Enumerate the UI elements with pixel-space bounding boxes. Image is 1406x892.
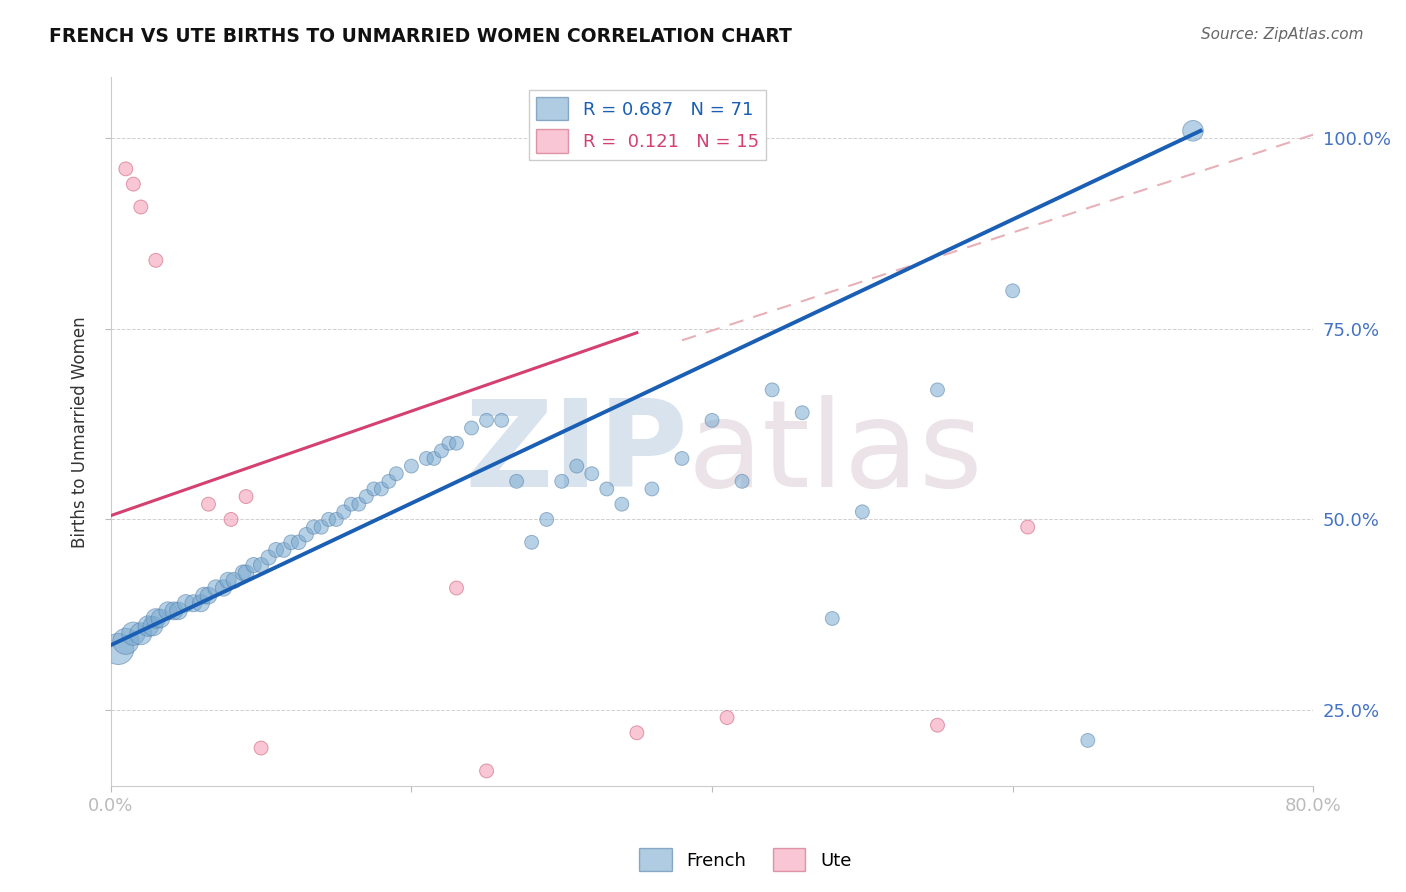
Point	[205, 581, 228, 595]
Point	[363, 482, 385, 496]
Point	[149, 611, 172, 625]
Point	[197, 589, 219, 603]
Point	[475, 413, 498, 427]
Point	[536, 512, 558, 526]
Point	[142, 619, 165, 633]
Point	[356, 490, 378, 504]
Point	[596, 482, 619, 496]
Point	[505, 475, 527, 489]
Point	[235, 490, 257, 504]
Point	[122, 626, 145, 640]
Point	[309, 520, 332, 534]
Point	[193, 589, 215, 603]
Point	[250, 558, 273, 573]
Point	[610, 497, 633, 511]
Point	[520, 535, 543, 549]
Point	[700, 413, 723, 427]
Point	[174, 596, 197, 610]
Point	[491, 413, 513, 427]
Point	[340, 497, 363, 511]
Point	[385, 467, 408, 481]
Text: Source: ZipAtlas.com: Source: ZipAtlas.com	[1201, 27, 1364, 42]
Point	[430, 443, 453, 458]
Point	[129, 200, 152, 214]
Point	[318, 512, 340, 526]
Point	[273, 542, 295, 557]
Point	[257, 550, 280, 565]
Point	[145, 253, 167, 268]
Point	[415, 451, 437, 466]
Point	[232, 566, 254, 580]
Point	[183, 596, 205, 610]
Text: FRENCH VS UTE BIRTHS TO UNMARRIED WOMEN CORRELATION CHART: FRENCH VS UTE BIRTHS TO UNMARRIED WOMEN …	[49, 27, 792, 45]
Point	[235, 566, 257, 580]
Point	[626, 139, 648, 153]
Point	[264, 542, 287, 557]
Point	[145, 611, 167, 625]
Point	[1017, 520, 1039, 534]
Point	[129, 626, 152, 640]
Point	[475, 764, 498, 778]
Point	[761, 383, 783, 397]
Point	[927, 383, 949, 397]
Point	[222, 574, 245, 588]
Point	[401, 459, 423, 474]
Point	[641, 482, 664, 496]
Point	[280, 535, 302, 549]
Point	[792, 406, 814, 420]
Point	[851, 505, 873, 519]
Point	[242, 558, 264, 573]
Point	[731, 475, 754, 489]
Point	[581, 467, 603, 481]
Point	[626, 726, 648, 740]
Point	[370, 482, 392, 496]
Point	[190, 596, 212, 610]
Point	[446, 581, 468, 595]
Point	[378, 475, 401, 489]
Point	[287, 535, 309, 549]
Point	[197, 497, 219, 511]
Legend: French, Ute: French, Ute	[631, 841, 859, 879]
Point	[295, 527, 318, 541]
Point	[1182, 124, 1205, 138]
Point	[716, 710, 738, 724]
Legend: R = 0.687   N = 71, R =  0.121   N = 15: R = 0.687 N = 71, R = 0.121 N = 15	[529, 90, 766, 160]
Point	[167, 604, 190, 618]
Point	[250, 741, 273, 756]
Point	[671, 451, 693, 466]
Point	[156, 604, 179, 618]
Text: ZIP: ZIP	[464, 394, 688, 511]
Point	[219, 512, 242, 526]
Point	[212, 581, 235, 595]
Point	[114, 634, 136, 648]
Point	[332, 505, 354, 519]
Point	[138, 619, 160, 633]
Point	[1077, 733, 1099, 747]
Point	[446, 436, 468, 450]
Point	[437, 436, 460, 450]
Point	[565, 459, 588, 474]
Point	[217, 574, 239, 588]
Point	[107, 642, 129, 657]
Point	[551, 475, 574, 489]
Point	[1001, 284, 1024, 298]
Point	[460, 421, 482, 435]
Y-axis label: Births to Unmarried Women: Births to Unmarried Women	[72, 316, 89, 548]
Point	[821, 611, 844, 625]
Point	[423, 451, 446, 466]
Point	[302, 520, 325, 534]
Point	[163, 604, 186, 618]
Point	[927, 718, 949, 732]
Point	[325, 512, 347, 526]
Point	[347, 497, 370, 511]
Point	[114, 161, 136, 176]
Point	[122, 177, 145, 191]
Text: atlas: atlas	[688, 394, 984, 511]
